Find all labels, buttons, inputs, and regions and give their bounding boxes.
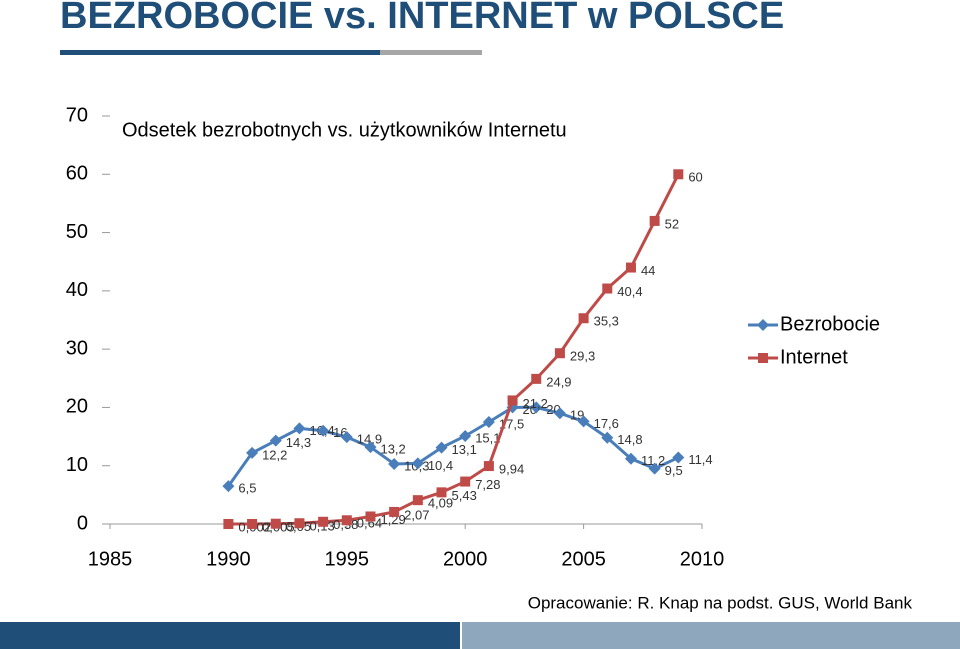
- point: [389, 506, 400, 517]
- point: [554, 348, 565, 359]
- data-label: 60: [688, 170, 702, 185]
- data-label: 2,07: [404, 507, 429, 522]
- point: [460, 476, 471, 487]
- point: [246, 446, 259, 459]
- data-label: 14,8: [617, 432, 642, 447]
- data-label: 13,2: [380, 442, 405, 457]
- point: [507, 395, 518, 406]
- title-bar-gray: [380, 50, 482, 55]
- point: [223, 518, 234, 529]
- footer-bar-light: [462, 622, 960, 649]
- legend-marker: [758, 353, 768, 363]
- point: [318, 516, 329, 527]
- point: [435, 441, 448, 454]
- point: [294, 518, 305, 529]
- data-label: 0,64: [357, 516, 382, 531]
- data-label: 9,94: [499, 462, 524, 477]
- point: [624, 452, 637, 465]
- point: [317, 424, 330, 437]
- series-line: [228, 173, 680, 526]
- data-label: 24,9: [546, 374, 571, 389]
- data-label: 7,28: [475, 477, 500, 492]
- data-label: 4,09: [428, 496, 453, 511]
- data-label: 5,43: [452, 488, 477, 503]
- x-tick-label: 2010: [680, 548, 725, 570]
- point: [625, 262, 636, 273]
- point: [673, 169, 684, 180]
- point: [388, 457, 401, 470]
- title-bar: [60, 50, 380, 55]
- point: [247, 518, 258, 529]
- point: [553, 407, 566, 420]
- point: [602, 283, 613, 294]
- point: [531, 373, 542, 384]
- data-label: 14,9: [357, 432, 382, 447]
- point: [222, 480, 235, 493]
- point: [578, 313, 589, 324]
- y-tick-label: 70: [66, 104, 88, 126]
- y-tick-label: 30: [66, 337, 88, 359]
- point: [601, 431, 614, 444]
- data-label: 40,4: [617, 284, 642, 299]
- x-tick-label: 1995: [325, 548, 370, 570]
- point: [341, 515, 352, 526]
- data-label: 13,1: [452, 442, 477, 457]
- data-label: 29,3: [570, 349, 595, 364]
- y-tick-label: 0: [77, 512, 88, 534]
- point: [483, 461, 494, 472]
- point: [364, 441, 377, 454]
- data-label: 11,4: [688, 452, 712, 467]
- legend-marker: [757, 319, 769, 331]
- x-tick-label: 2005: [561, 548, 606, 570]
- point: [649, 215, 660, 226]
- point: [412, 495, 423, 506]
- data-label: 1,29: [380, 512, 405, 527]
- x-tick-label: 1990: [206, 548, 251, 570]
- point: [648, 462, 661, 475]
- point: [340, 431, 353, 444]
- point: [411, 457, 424, 470]
- data-label: 11,2: [641, 453, 665, 468]
- x-tick-label: 2000: [443, 548, 488, 570]
- legend-label: Bezrobocie: [780, 313, 880, 335]
- x-tick-label: 1985: [88, 548, 133, 570]
- point: [293, 422, 306, 435]
- data-label: 44: [641, 263, 655, 278]
- point: [482, 416, 495, 428]
- y-tick-label: 60: [66, 163, 88, 185]
- data-label: 10,4: [428, 458, 453, 473]
- slide-title: BEZROBOCIE vs. INTERNET w POLSCE: [60, 0, 784, 37]
- y-tick-label: 10: [66, 454, 88, 476]
- point: [577, 415, 590, 428]
- point: [436, 487, 447, 498]
- y-tick-label: 50: [66, 221, 88, 243]
- source: Opracowanie: R. Knap na podst. GUS, Worl…: [528, 593, 913, 612]
- point: [365, 511, 376, 522]
- data-label: 14,3: [286, 435, 311, 450]
- point: [530, 401, 543, 414]
- data-label: 9,5: [665, 463, 683, 478]
- y-tick-label: 40: [66, 279, 88, 301]
- data-label: 6,5: [238, 481, 256, 496]
- chart-title: Odsetek bezrobotnych vs. użytkowników In…: [122, 119, 567, 141]
- point: [672, 451, 685, 464]
- data-label: 17,6: [594, 416, 619, 431]
- legend-label: Internet: [780, 346, 848, 368]
- data-label: 52: [665, 216, 679, 231]
- y-tick-label: 20: [66, 396, 88, 418]
- footer-bar: [0, 622, 460, 649]
- point: [269, 434, 282, 447]
- data-label: 35,3: [594, 314, 619, 329]
- data-label: 21,2: [523, 396, 548, 411]
- point: [270, 518, 281, 529]
- data-label: 15,1: [475, 430, 500, 445]
- point: [459, 429, 472, 442]
- data-label: 12,2: [262, 447, 287, 462]
